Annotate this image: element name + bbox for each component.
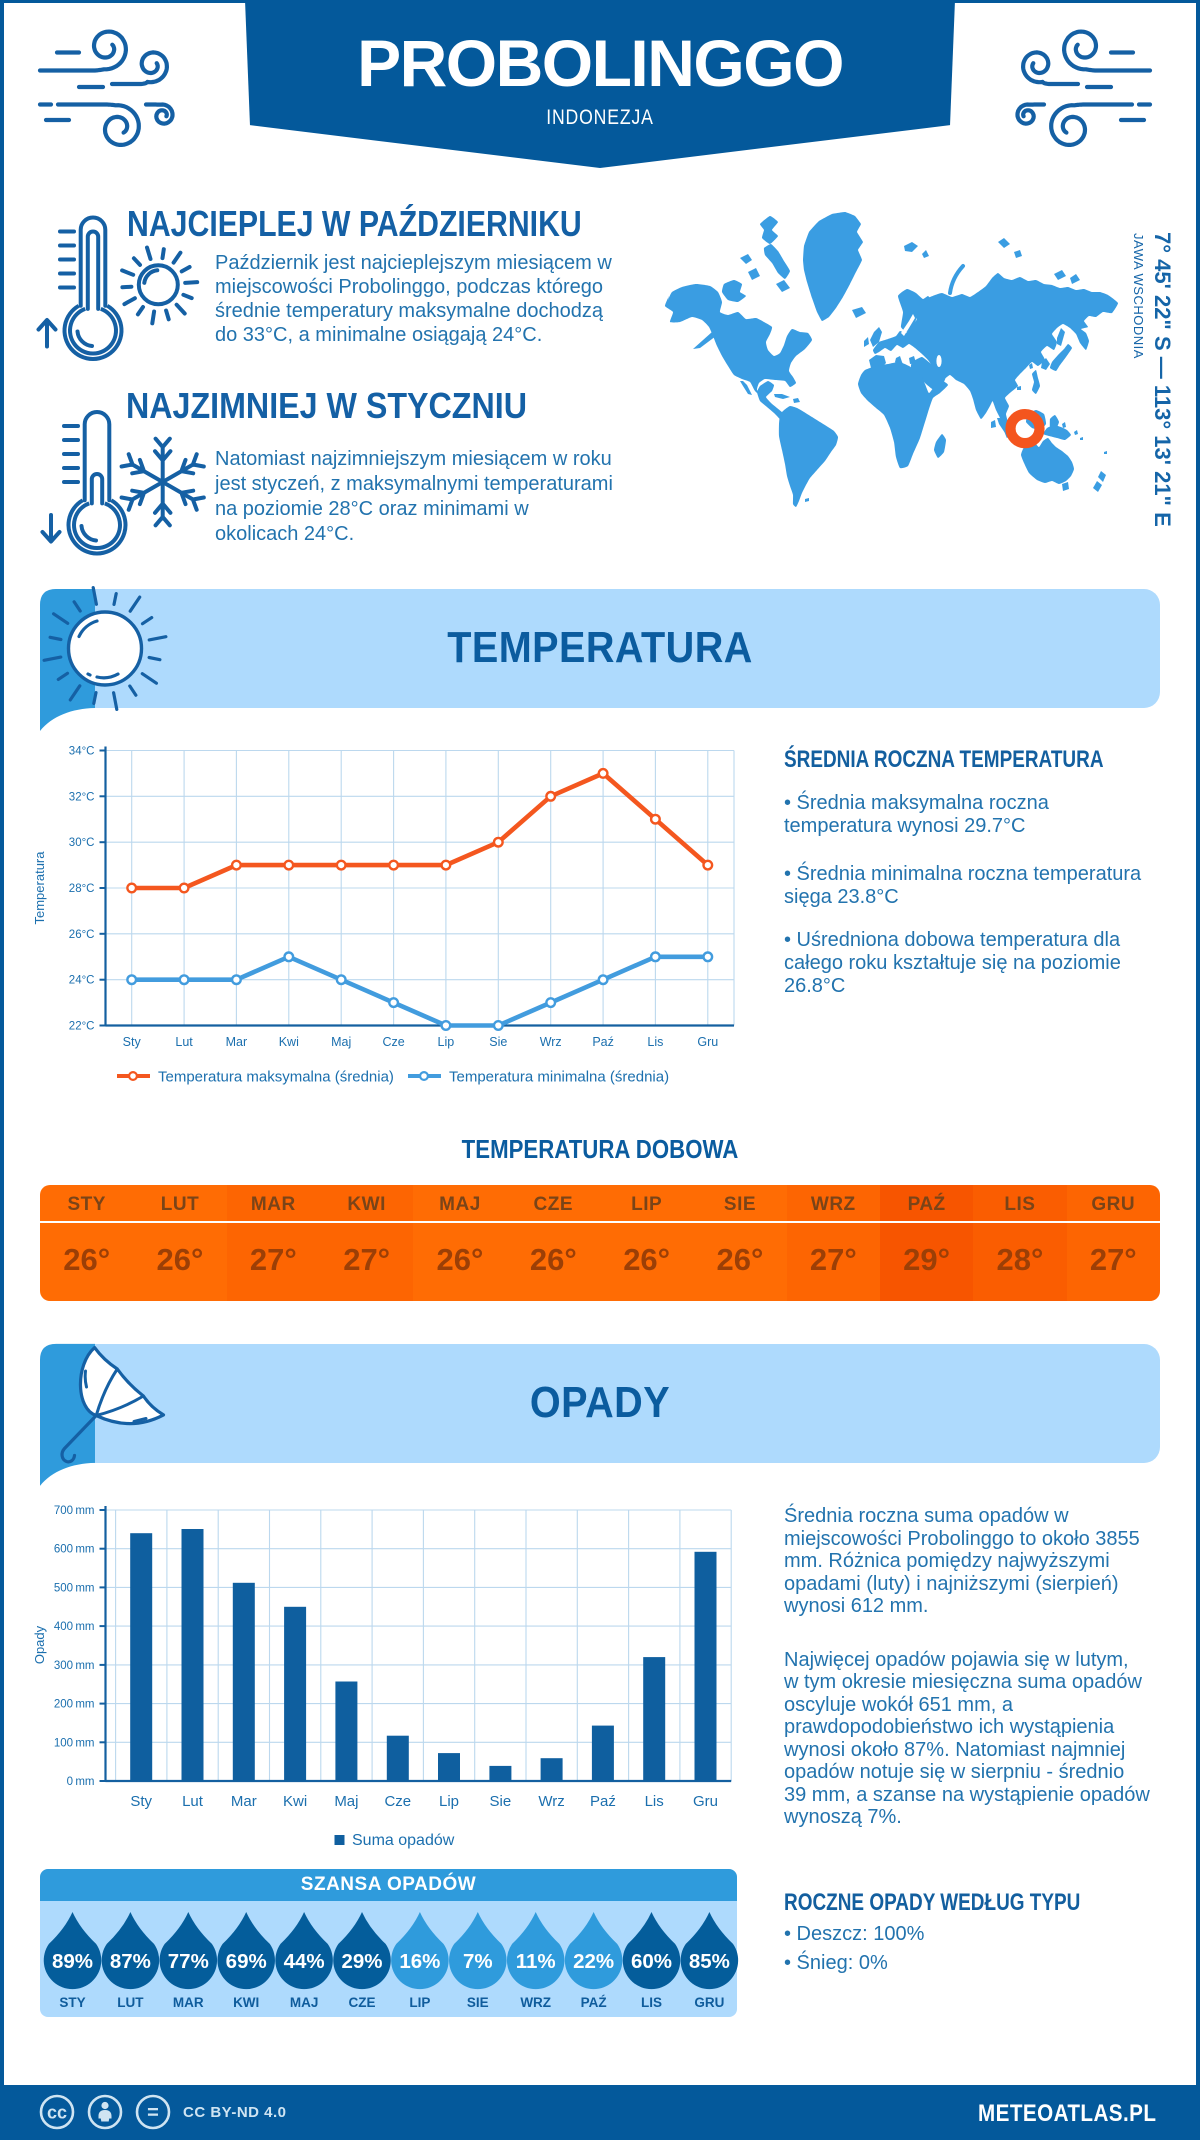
svg-text:30°C: 30°C — [69, 837, 95, 849]
svg-text:600 mm: 600 mm — [54, 1544, 95, 1556]
svg-text:32°C: 32°C — [69, 791, 95, 803]
svg-text:Opady: Opady — [32, 1625, 47, 1664]
svg-text:Cze: Cze — [384, 1793, 411, 1810]
svg-text:Wrz: Wrz — [540, 1035, 562, 1049]
svg-text:=: = — [147, 2102, 159, 2124]
svg-text:700 mm: 700 mm — [54, 1505, 95, 1517]
svg-text:87%: 87% — [110, 1950, 151, 1973]
svg-text:MAJ: MAJ — [290, 1995, 319, 2010]
svg-text:26°C: 26°C — [69, 929, 95, 941]
svg-text:Gru: Gru — [697, 1035, 718, 1049]
svg-text:89%: 89% — [52, 1950, 93, 1973]
svg-text:29%: 29% — [341, 1950, 382, 1973]
svg-text:Paź: Paź — [592, 1035, 614, 1049]
svg-text:77%: 77% — [168, 1950, 209, 1973]
svg-text:Maj: Maj — [331, 1035, 351, 1049]
svg-text:44%: 44% — [284, 1950, 325, 1973]
svg-text:Temperatura: Temperatura — [32, 851, 47, 925]
svg-text:Lis: Lis — [645, 1793, 664, 1810]
svg-text:Sty: Sty — [130, 1793, 152, 1810]
svg-text:Maj: Maj — [334, 1793, 358, 1810]
svg-text:Lis: Lis — [647, 1035, 663, 1049]
svg-text:Sty: Sty — [123, 1035, 142, 1049]
svg-text:22%: 22% — [573, 1950, 614, 1973]
svg-text:Mar: Mar — [231, 1793, 257, 1810]
svg-text:300 mm: 300 mm — [54, 1660, 95, 1672]
svg-text:Suma opadów: Suma opadów — [352, 1832, 455, 1849]
svg-text:WRZ: WRZ — [520, 1995, 551, 2010]
svg-text:Paź: Paź — [590, 1793, 616, 1810]
svg-text:24°C: 24°C — [69, 975, 95, 987]
svg-text:KWI: KWI — [233, 1995, 259, 2010]
svg-text:400 mm: 400 mm — [54, 1621, 95, 1633]
svg-text:0 mm: 0 mm — [67, 1776, 95, 1788]
svg-text:Lut: Lut — [175, 1035, 193, 1049]
svg-text:100 mm: 100 mm — [54, 1737, 95, 1749]
svg-text:500 mm: 500 mm — [54, 1582, 95, 1594]
svg-text:cc: cc — [47, 2103, 67, 2123]
svg-text:200 mm: 200 mm — [54, 1699, 95, 1711]
svg-text:Cze: Cze — [382, 1035, 404, 1049]
svg-text:7%: 7% — [463, 1950, 493, 1973]
svg-text:Lut: Lut — [182, 1793, 204, 1810]
svg-text:22°C: 22°C — [69, 1021, 95, 1033]
svg-text:Sie: Sie — [489, 1035, 507, 1049]
svg-text:Temperatura maksymalna (średni: Temperatura maksymalna (średnia) — [158, 1069, 394, 1086]
svg-text:69%: 69% — [226, 1950, 267, 1973]
svg-text:Sie: Sie — [490, 1793, 512, 1810]
svg-text:34°C: 34°C — [69, 746, 95, 758]
svg-text:SIE: SIE — [467, 1995, 489, 2010]
svg-text:Lip: Lip — [438, 1035, 455, 1049]
svg-text:STY: STY — [59, 1995, 85, 2010]
svg-text:GRU: GRU — [694, 1995, 724, 2010]
svg-text:Lip: Lip — [439, 1793, 459, 1810]
svg-text:PAŹ: PAŹ — [581, 1995, 607, 2010]
svg-text:Wrz: Wrz — [538, 1793, 564, 1810]
svg-text:Gru: Gru — [693, 1793, 718, 1810]
svg-text:LIP: LIP — [409, 1995, 430, 2010]
svg-text:28°C: 28°C — [69, 883, 95, 895]
svg-text:Kwi: Kwi — [279, 1035, 299, 1049]
svg-text:Temperatura minimalna (średnia: Temperatura minimalna (średnia) — [449, 1069, 669, 1086]
svg-text:60%: 60% — [631, 1950, 672, 1973]
svg-text:CZE: CZE — [349, 1995, 376, 2010]
svg-text:LUT: LUT — [117, 1995, 144, 2010]
svg-text:11%: 11% — [516, 1950, 556, 1973]
svg-text:Kwi: Kwi — [283, 1793, 307, 1810]
svg-text:85%: 85% — [689, 1950, 730, 1973]
svg-text:MAR: MAR — [173, 1995, 204, 2010]
svg-text:LIS: LIS — [641, 1995, 662, 2010]
svg-text:Mar: Mar — [226, 1035, 248, 1049]
svg-text:16%: 16% — [399, 1950, 440, 1973]
